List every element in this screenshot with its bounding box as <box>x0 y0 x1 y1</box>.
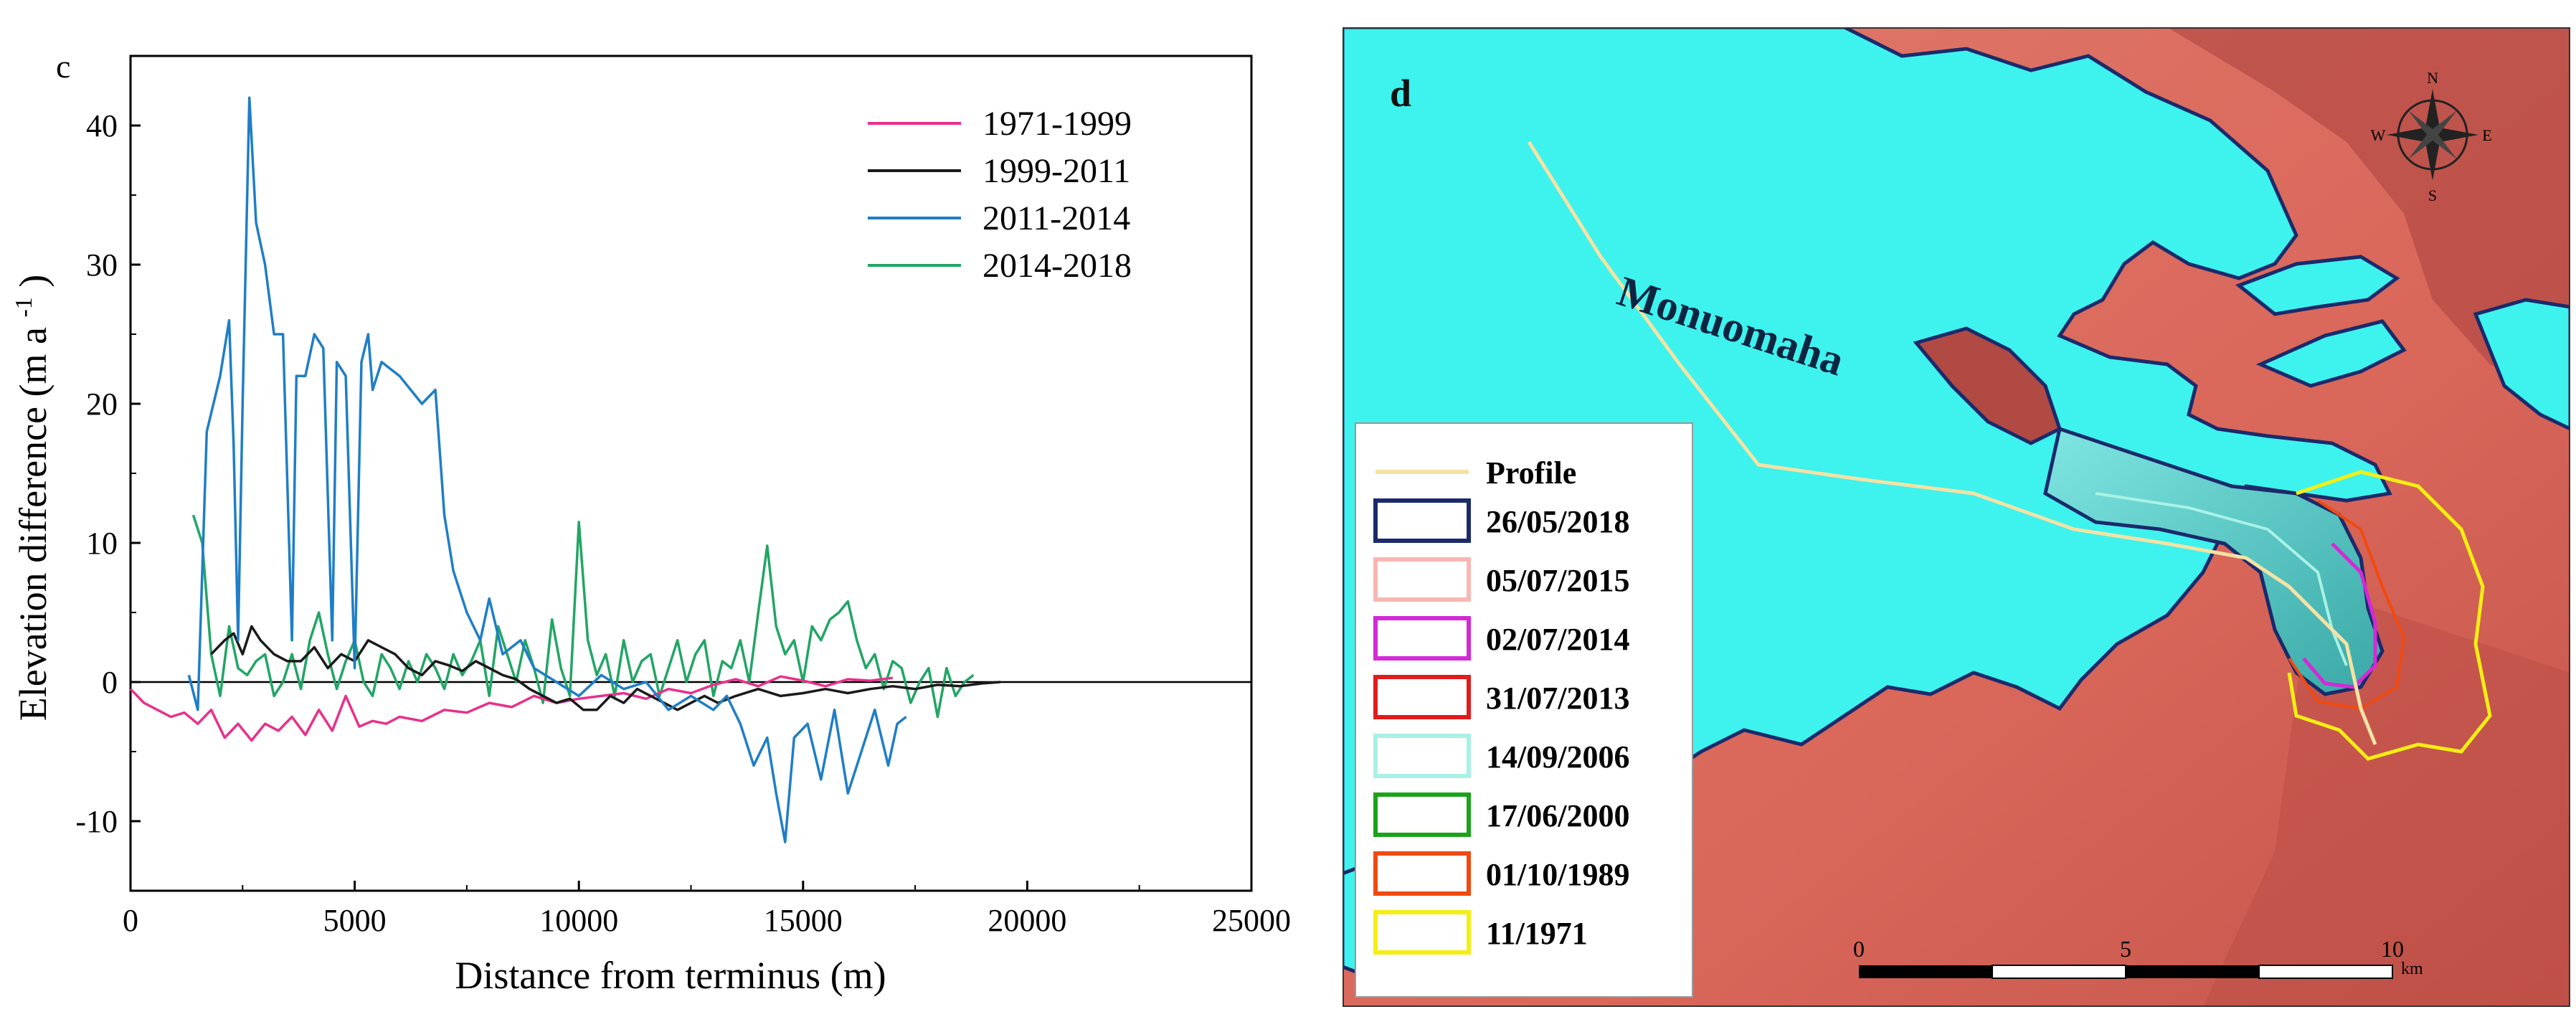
chart-legend: 1971-1999 1999-2011 2011-2014 2014-2018 <box>868 105 1132 285</box>
legend-label-1999-2011: 1999-2011 <box>982 152 1130 190</box>
scale-label-10: 10 <box>2381 936 2404 962</box>
y-tick-label: 30 <box>86 247 118 283</box>
compass-s: S <box>2428 186 2437 204</box>
legend-label-2011-2014: 2011-2014 <box>982 199 1130 237</box>
legend-swatch-31/07/2013 <box>1373 675 1471 719</box>
map-legend: Profile 26/05/2018 05/07/2015 02/07/2014 31… <box>1355 422 1693 998</box>
legend-label-11/1971: 11/1971 <box>1486 916 1588 951</box>
outline-11-1971 <box>2287 470 2492 761</box>
compass-n: N <box>2427 69 2438 87</box>
legend-profile-label: Profile <box>1486 455 1576 491</box>
panel-c-elevation-chart: c 0 5000 10000 15000 20000 25000 -10 0 10 20 30 40 … <box>0 0 1291 1023</box>
legend-swatch-11/1971 <box>1373 910 1471 955</box>
north-arrow-compass: N S E W <box>2371 69 2492 204</box>
scale-bar-seg-4 <box>2258 965 2393 979</box>
panel-d-glacier-map: d Monuomaha N S E W Profile 26/05/2018 05… <box>1340 25 2572 1007</box>
legend-label-17/06/2000: 17/06/2000 <box>1486 798 1629 833</box>
legend-swatch-05/07/2015 <box>1373 557 1471 602</box>
series-line-2011-2014 <box>187 96 907 843</box>
outline-01-10-1989 <box>2288 499 2406 711</box>
scale-bar-seg-1 <box>1859 965 1992 978</box>
legend-label-26/05/2018: 26/05/2018 <box>1486 504 1629 539</box>
compass-e: E <box>2482 126 2491 144</box>
scale-bar: 0 5 10 km <box>1853 936 2423 979</box>
series-line-2014-2018 <box>191 514 975 719</box>
scale-label-5: 5 <box>2120 936 2131 962</box>
legend-label-2014-2018: 2014-2018 <box>982 247 1132 285</box>
y-tick-label: 10 <box>86 526 118 561</box>
legend-label-14/09/2006: 14/09/2006 <box>1486 739 1629 775</box>
glacier-tongue <box>2043 426 2385 696</box>
x-tick-label: 25000 <box>1212 903 1291 938</box>
legend-swatch-02/07/2014 <box>1373 616 1471 661</box>
x-tick-label: 0 <box>123 903 138 938</box>
y-tick-label: -10 <box>75 804 118 839</box>
legend-swatch-17/06/2000 <box>1373 792 1471 837</box>
panel-label-d: d <box>1390 72 1411 115</box>
elevation-difference-chart: c 0 5000 10000 15000 20000 25000-10010203040 … <box>0 48 1291 997</box>
terrain-valley-shading <box>2203 587 2570 1007</box>
outline-02-07-2014 <box>2302 542 2377 689</box>
y-axis-title: Elevation difference (m a -1 ) <box>0 275 55 721</box>
legend-swatch-14/09/2006 <box>1373 734 1471 778</box>
compass-w: W <box>2371 126 2386 144</box>
scale-unit: km <box>2401 960 2423 978</box>
y-tick-label: 20 <box>86 387 118 422</box>
legend-label-02/07/2014: 02/07/2014 <box>1486 622 1629 657</box>
map-frame <box>1343 27 2570 1007</box>
panel-label-c: c <box>56 48 70 85</box>
y-axis-title-end: ) <box>11 275 55 288</box>
legend-label-05/07/2015: 05/07/2015 <box>1486 563 1629 598</box>
x-tick-label: 20000 <box>988 903 1066 938</box>
y-tick-label: 40 <box>86 108 118 143</box>
outline-14-09-2006 <box>2095 492 2348 666</box>
legend-swatch-01/10/1989 <box>1373 851 1471 896</box>
svg-text:Elevation difference (m a: Elevation difference (m a -1 ) <box>0 275 55 721</box>
y-tick-label: 0 <box>102 665 118 700</box>
legend-label-31/07/2013: 31/07/2013 <box>1486 681 1629 716</box>
series-line-1999-2011 <box>210 625 1001 711</box>
scale-label-0: 0 <box>1853 936 1865 962</box>
plot-area: 0 5000 10000 15000 20000 25000 -10 0 10 20 30 40 <box>75 55 1291 938</box>
x-axis-title: Distance from terminus (m) <box>455 954 886 997</box>
series-line-1971-1999 <box>129 675 894 742</box>
legend-label-01/10/1989: 01/10/1989 <box>1486 857 1629 892</box>
legend-label-1971-1999: 1971-1999 <box>982 105 1132 143</box>
x-tick-label: 5000 <box>323 903 387 938</box>
terrain-ridge-shading <box>2167 27 2570 400</box>
x-tick-label: 15000 <box>764 903 843 938</box>
y-axis-title-main: Elevation difference (m a <box>11 327 55 721</box>
legend-swatch-26/05/2018 <box>1373 498 1471 543</box>
glacier-tributary-east-3 <box>2473 298 2572 432</box>
y-axis-title-sup: -1 <box>11 297 37 317</box>
map-legend-entries: 26/05/2018 05/07/2015 02/07/2014 31/07/2013… <box>1373 498 1629 955</box>
profile-line <box>1527 141 2377 745</box>
glacier-map: d Monuomaha N S E W Profile 26/05/201805… <box>1340 25 2572 1007</box>
scale-bar-seg-2 <box>1992 965 2126 979</box>
x-tick-label: 10000 <box>539 903 618 938</box>
scale-bar-seg-3 <box>2126 965 2259 978</box>
glacier-tributary-east-2 <box>2255 319 2407 388</box>
glacier-tributary-east-1 <box>2235 255 2400 316</box>
